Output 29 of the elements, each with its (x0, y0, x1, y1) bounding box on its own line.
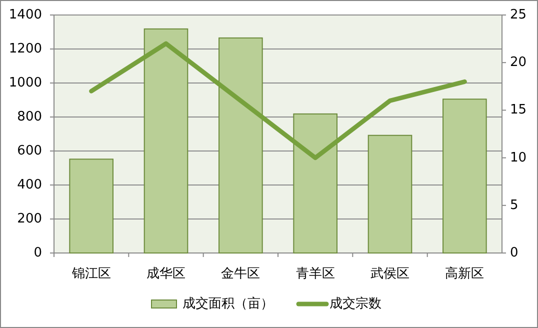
legend-label: 成交面积（亩） (182, 296, 274, 312)
legend-label: 成交宗数 (330, 296, 382, 312)
y-tick-label: 1000 (8, 76, 42, 90)
y-tick-label: 200 (17, 212, 42, 226)
x-tick-label: 锦江区 (70, 266, 111, 282)
y2-tick-label: 15 (510, 102, 527, 118)
y2-tick-label: 5 (510, 198, 518, 213)
y2-tick-label: 10 (510, 150, 527, 166)
line-series (89, 41, 467, 160)
x-tick-label: 高新区 (445, 266, 484, 282)
x-tick-label: 金牛区 (221, 266, 260, 282)
y2-tick-label: 20 (510, 55, 527, 70)
bar (69, 158, 114, 254)
y-tick-label: 800 (17, 110, 42, 124)
y2-tick-label: 25 (510, 8, 527, 22)
y-tick-label: 1200 (8, 42, 42, 56)
x-tick-label: 青羊区 (296, 266, 335, 282)
y-tick-label: 600 (17, 144, 42, 158)
y2-tick-label: 0 (510, 246, 518, 260)
y-tick-label: 1400 (8, 8, 42, 22)
bar (293, 113, 338, 254)
y-tick-label: 400 (17, 178, 42, 192)
bar (442, 98, 487, 254)
x-tick-label: 成华区 (146, 266, 186, 282)
bar (144, 28, 188, 254)
y-tick-label: 0 (34, 246, 42, 260)
bar (368, 134, 412, 254)
bar (218, 37, 263, 254)
x-tick-label: 武侯区 (370, 266, 410, 282)
